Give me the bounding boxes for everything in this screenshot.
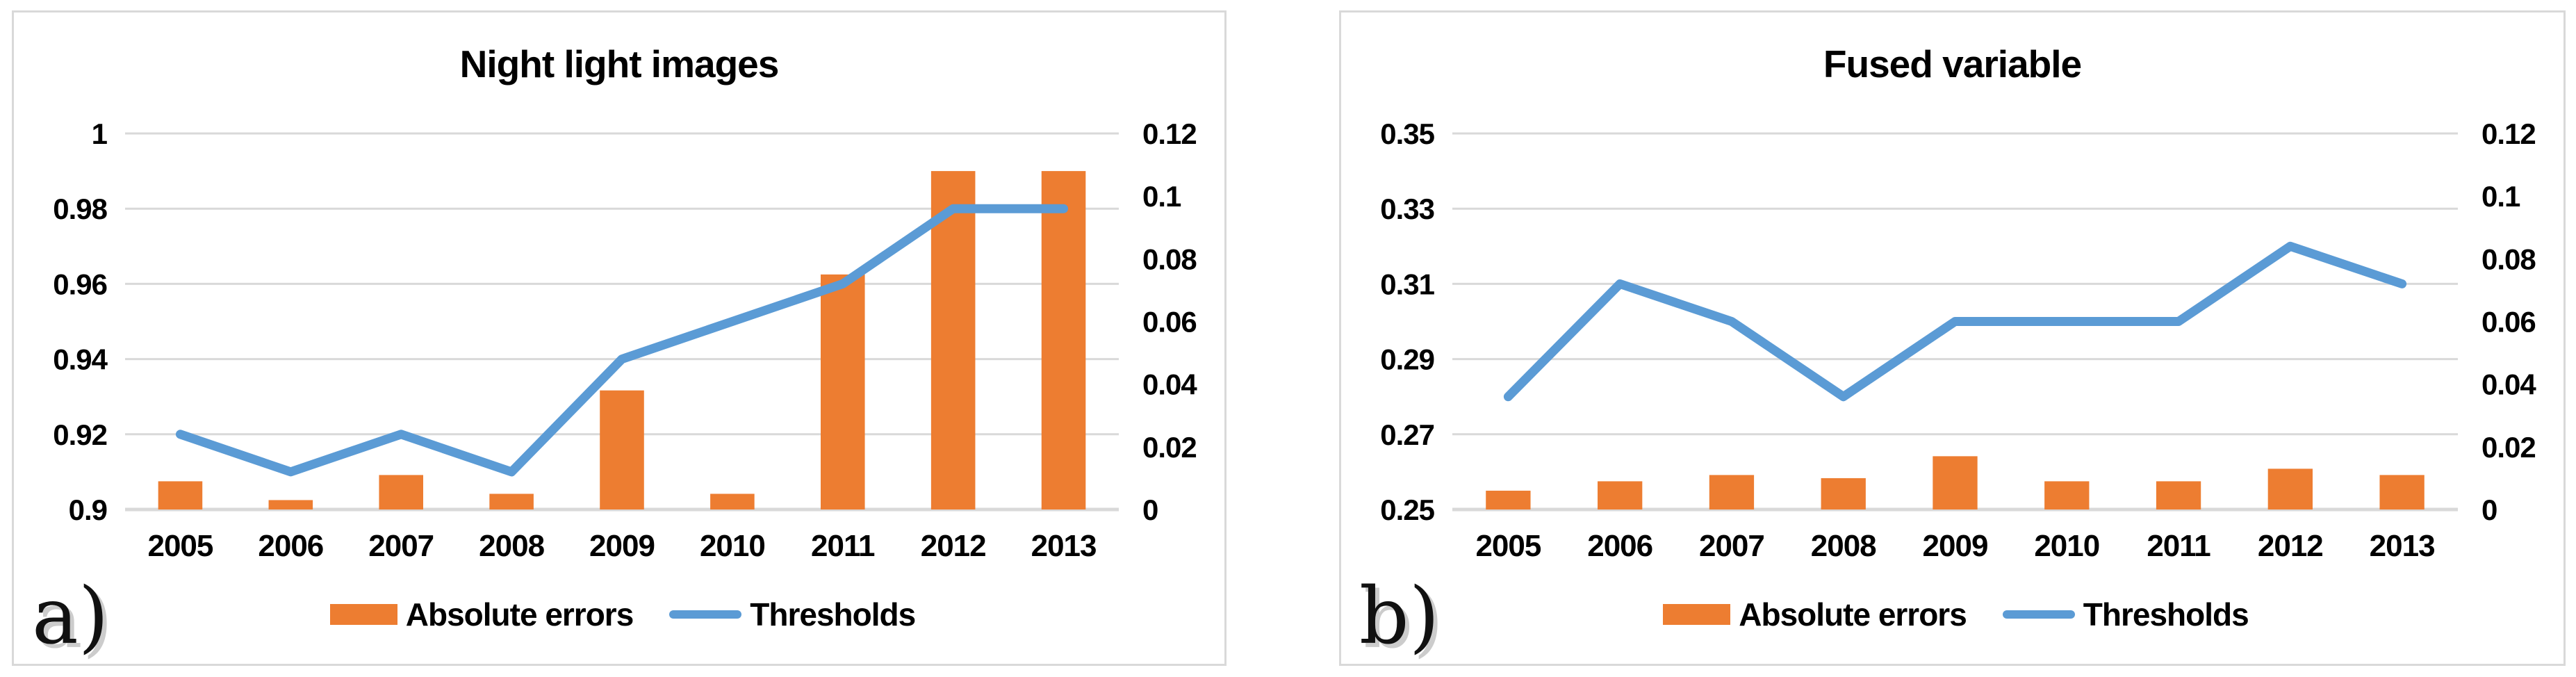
absolute-errors-bar-2005 <box>1486 490 1531 509</box>
absolute-errors-bar-2007 <box>379 475 423 509</box>
absolute-errors-bar-2006 <box>1598 481 1643 509</box>
chart-panel-b: Fused variable 0.35 0.33 0.31 0.29 0.27 0.25 0… <box>1339 10 2566 666</box>
legend-item-thresholds: Thresholds <box>669 596 916 633</box>
absolute-errors-bar-2011 <box>821 274 865 509</box>
right-axis-tick-label: 0.12 <box>2481 117 2536 150</box>
left-axis-tick-label: 0.25 <box>1380 494 1434 526</box>
right-axis-tick-label: 0.12 <box>1142 117 1197 150</box>
absolute-errors-bar-2013 <box>2379 475 2425 509</box>
left-axis-tick-label: 0.96 <box>53 268 107 300</box>
left-axis-tick-label: 0.35 <box>1380 117 1434 150</box>
left-axis-tick-label: 1 <box>92 117 108 150</box>
left-axis-tick-label: 0.27 <box>1380 418 1434 451</box>
absolute-errors-bar-2013 <box>1041 171 1086 509</box>
right-axis-tick-label: 0 <box>1142 494 1158 526</box>
right-axis-tick-label: 0.1 <box>2481 180 2520 213</box>
right-axis-tick-label: 0.06 <box>2481 306 2536 338</box>
right-axis-tick-label: 0.06 <box>1142 306 1197 338</box>
x-axis-tick-label: 2013 <box>1031 529 1097 563</box>
legend-label-thresholds: Thresholds <box>2083 596 2249 633</box>
x-axis-tick-label: 2011 <box>2147 529 2210 563</box>
x-axis-tick-label: 2006 <box>258 529 323 563</box>
absolute-errors-bar-2006 <box>268 500 313 509</box>
absolute-errors-bar-2011 <box>2156 481 2201 509</box>
plot-area-night-light: 1 0.98 0.96 0.94 0.92 0.9 0.12 0.1 0.08 0.06 0.04 0… <box>53 117 1198 563</box>
absolute-errors-bar-2012 <box>930 171 976 509</box>
x-axis-tick-label: 2009 <box>589 529 655 563</box>
absolute-errors-bar-2007 <box>1709 475 1755 509</box>
legend-bar-swatch <box>1663 604 1731 625</box>
left-axis-tick-label: 0.31 <box>1380 268 1434 300</box>
absolute-errors-bar-2009 <box>1933 456 1978 509</box>
left-axis-tick-label: 0.33 <box>1380 193 1434 225</box>
absolute-errors-bar-2010 <box>2044 481 2090 509</box>
chart-panel-a: Night light images 1 0.98 0.96 0.94 0.92 0.9 0… <box>12 10 1227 666</box>
absolute-errors-bar-2008 <box>489 494 534 509</box>
absolute-errors-bar-2009 <box>600 390 644 509</box>
x-axis-tick-label: 2005 <box>147 529 213 563</box>
legend: Absolute errors Thresholds <box>125 592 1120 637</box>
legend-line-swatch <box>2002 610 2075 619</box>
legend-line-swatch <box>669 610 742 619</box>
x-axis-tick-label: 2005 <box>1475 529 1541 563</box>
right-axis-tick-label: 0.08 <box>2481 243 2536 275</box>
x-axis-tick-label: 2010 <box>2034 529 2099 563</box>
x-axis-tick-label: 2008 <box>1811 529 1876 563</box>
right-axis-tick-label: 0 <box>2481 494 2497 526</box>
left-axis-tick-label: 0.9 <box>69 494 107 526</box>
x-axis-tick-label: 2011 <box>811 529 875 563</box>
right-axis-tick-label: 0.08 <box>1142 243 1197 275</box>
x-axis-tick-label: 2012 <box>921 529 986 563</box>
absolute-errors-bar-2012 <box>2267 468 2313 509</box>
absolute-errors-bar-2008 <box>1821 478 1866 509</box>
x-axis-tick-label: 2007 <box>368 529 434 563</box>
x-axis-tick-label: 2012 <box>2258 529 2323 563</box>
chart-title-night-light-images: Night light images <box>459 42 780 85</box>
left-axis-tick-label: 0.92 <box>53 418 107 451</box>
thresholds-line <box>1503 241 2407 402</box>
plot-area-fused-variable: 0.35 0.33 0.31 0.29 0.27 0.25 0.12 0.1 0.08 0.06 0… <box>1380 117 2537 563</box>
thresholds-line <box>175 204 1069 477</box>
legend-label-absolute-errors: Absolute errors <box>405 596 634 633</box>
legend-item-thresholds: Thresholds <box>2002 596 2249 633</box>
x-axis-tick-label: 2010 <box>700 529 765 563</box>
panel-letter-b: b) <box>1359 571 1440 662</box>
absolute-errors-bar-2005 <box>158 481 203 509</box>
right-axis-tick-label: 0.02 <box>1142 431 1197 464</box>
left-axis-tick-label: 0.94 <box>53 343 108 376</box>
legend-item-absolute-errors: Absolute errors <box>329 596 634 633</box>
chart-title-fused-variable: Fused variable <box>1823 42 2082 85</box>
x-axis-tick-label: 2008 <box>479 529 544 563</box>
x-axis-tick-label: 2006 <box>1587 529 1652 563</box>
legend-bar-swatch <box>329 604 397 625</box>
right-axis-tick-label: 0.02 <box>2481 431 2536 464</box>
absolute-errors-bar-2010 <box>710 494 755 509</box>
legend-label-thresholds: Thresholds <box>750 596 916 633</box>
right-axis-tick-label: 0.04 <box>2481 368 2536 401</box>
x-axis-tick-label: 2009 <box>1923 529 1988 563</box>
right-axis-tick-label: 0.04 <box>1142 368 1197 401</box>
left-axis-tick-label: 0.98 <box>53 193 107 225</box>
right-axis-tick-label: 0.1 <box>1142 180 1181 213</box>
legend: Absolute errors Thresholds <box>1452 592 2459 637</box>
panel-letter-a: a) <box>32 571 109 662</box>
legend-item-absolute-errors: Absolute errors <box>1663 596 1967 633</box>
x-axis-tick-label: 2013 <box>2370 529 2435 563</box>
legend-label-absolute-errors: Absolute errors <box>1739 596 1967 633</box>
left-axis-tick-label: 0.29 <box>1380 343 1434 376</box>
x-axis-tick-label: 2007 <box>1699 529 1764 563</box>
